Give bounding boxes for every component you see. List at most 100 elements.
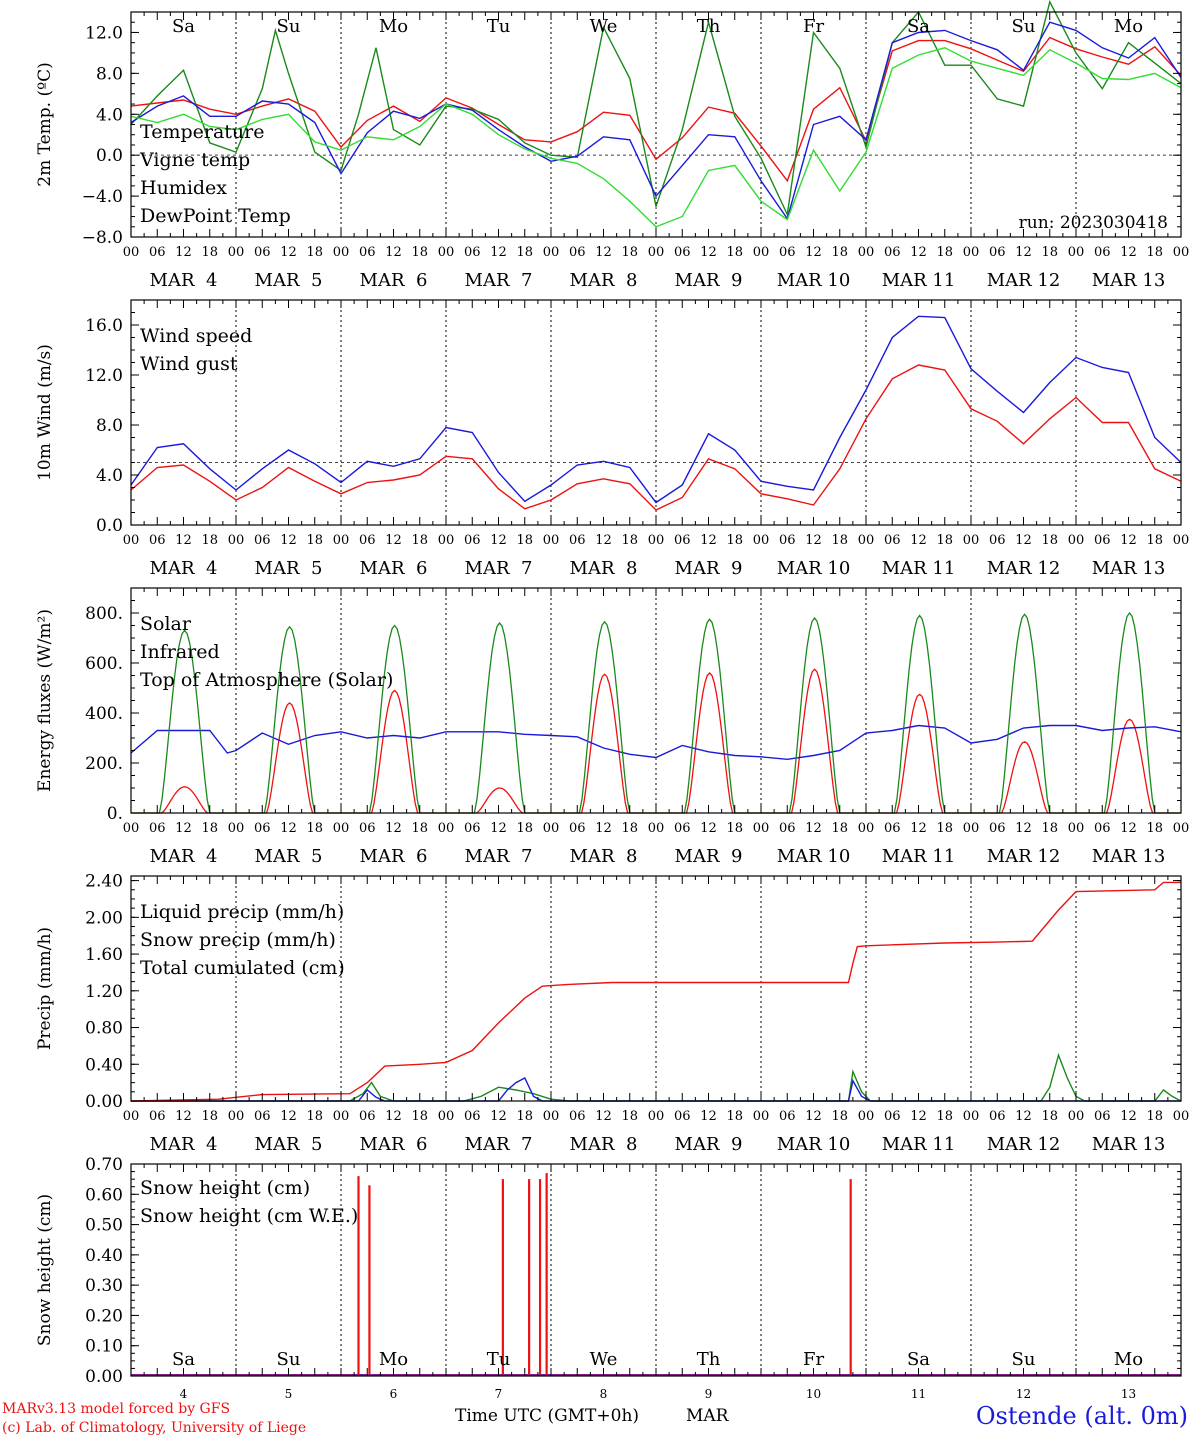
- hour-label: 06: [779, 245, 796, 260]
- date-label: MAR 6: [360, 270, 428, 291]
- hour-label: 18: [726, 533, 743, 548]
- y-axis-title: 10m Wind (m/s): [35, 344, 55, 481]
- weekday-label: Tu: [487, 1349, 511, 1370]
- y-tick-label: 0.40: [85, 1055, 123, 1075]
- hour-label: 12: [280, 1109, 297, 1124]
- hour-label: 06: [254, 245, 271, 260]
- series-vigne-temp: [130, 0, 1182, 217]
- y-tick-label: 200.: [85, 754, 123, 774]
- hour-label: 06: [359, 533, 376, 548]
- weekday-label: Sa: [172, 16, 195, 37]
- hour-label: 06: [359, 245, 376, 260]
- hour-label: 12: [490, 821, 507, 836]
- series-snow-precip-mm-h-: [131, 1077, 1181, 1102]
- date-label: MAR 5: [255, 558, 323, 579]
- hour-label: 06: [884, 821, 901, 836]
- hour-label: 18: [621, 245, 638, 260]
- hour-label: 06: [674, 821, 691, 836]
- legend-temperature: Temperature: [140, 121, 264, 143]
- date-label: MAR 13: [1092, 558, 1166, 579]
- hour-label: 18: [1041, 533, 1058, 548]
- hour-label: 18: [1146, 245, 1163, 260]
- legend-humidex: Humidex: [140, 177, 227, 199]
- y-axis-title: 2m Temp. (ºC): [35, 62, 55, 187]
- hour-label: 06: [569, 533, 586, 548]
- date-label: MAR 8: [570, 1134, 638, 1155]
- hour-label: 18: [936, 821, 953, 836]
- hour-label: 12: [175, 533, 192, 548]
- legend-vigne-temp: Vigne temp: [139, 149, 250, 171]
- legend-dewpoint-temp: DewPoint Temp: [140, 205, 291, 227]
- hour-label: 12: [910, 245, 927, 260]
- hour-label: 18: [621, 821, 638, 836]
- date-label: MAR 6: [360, 846, 428, 867]
- hour-label: 00: [123, 1109, 140, 1124]
- hour-label: 18: [411, 1109, 428, 1124]
- hour-label: 00: [1068, 245, 1085, 260]
- weekday-label: Mo: [379, 16, 408, 37]
- weekday-label: Su: [1012, 16, 1036, 37]
- series-wind-gust: [130, 315, 1182, 504]
- hour-label: 12: [1120, 533, 1137, 548]
- hour-label: 00: [438, 821, 455, 836]
- hour-label: 06: [464, 1109, 481, 1124]
- hour-label: 12: [1120, 1109, 1137, 1124]
- credit-line-2: (c) Lab. of Climatology, University of L…: [2, 1420, 307, 1436]
- y-tick-label: 0.10: [85, 1337, 123, 1357]
- panel-5: [130, 1163, 1182, 1377]
- hour-label: 18: [306, 245, 323, 260]
- hour-label: 00: [543, 821, 560, 836]
- day-number: 9: [705, 1387, 713, 1401]
- hour-label: 18: [411, 533, 428, 548]
- y-tick-label: −8.0: [82, 228, 123, 248]
- hour-label: 18: [726, 1109, 743, 1124]
- y-tick-label: 0.: [107, 804, 123, 824]
- date-label: MAR 8: [570, 846, 638, 867]
- date-label: MAR 11: [882, 270, 956, 291]
- hour-label: 00: [753, 245, 770, 260]
- hour-label: 00: [963, 1109, 980, 1124]
- date-label: MAR 13: [1092, 270, 1166, 291]
- y-tick-label: 0.20: [85, 1306, 123, 1326]
- hour-label: 06: [1094, 1109, 1111, 1124]
- hour-label: 12: [700, 821, 717, 836]
- date-label: MAR 12: [987, 1134, 1061, 1155]
- weekday-label: Su: [277, 1349, 301, 1370]
- hour-label: 06: [884, 245, 901, 260]
- hour-label: 18: [726, 821, 743, 836]
- hour-label: 18: [516, 821, 533, 836]
- hour-label: 18: [621, 533, 638, 548]
- date-label: MAR 7: [465, 558, 533, 579]
- hour-label: 06: [674, 1109, 691, 1124]
- legend-snow-precip-mm-h-: Snow precip (mm/h): [140, 929, 336, 951]
- x-axis-month: MAR: [686, 1406, 729, 1426]
- hour-label: 00: [543, 533, 560, 548]
- hour-label: 00: [963, 533, 980, 548]
- hour-label: 00: [858, 821, 875, 836]
- hour-label: 00: [858, 533, 875, 548]
- hour-label: 00: [333, 821, 350, 836]
- weekday-label: Mo: [1114, 1349, 1143, 1370]
- hour-label: 18: [201, 1109, 218, 1124]
- hour-label: 06: [989, 245, 1006, 260]
- hour-label: 06: [149, 1109, 166, 1124]
- hour-label: 00: [438, 1109, 455, 1124]
- hour-label: 00: [1173, 1109, 1190, 1124]
- weekday-label: We: [590, 1349, 618, 1370]
- y-tick-label: 8.0: [96, 64, 123, 84]
- hour-label: 06: [254, 1109, 271, 1124]
- date-label: MAR 13: [1092, 1134, 1166, 1155]
- y-tick-label: 0.00: [85, 1092, 123, 1112]
- hour-label: 06: [149, 821, 166, 836]
- legend-total-cumulated-cm-: Total cumulated (cm): [140, 957, 345, 979]
- hour-label: 12: [910, 821, 927, 836]
- date-label: MAR 9: [675, 846, 743, 867]
- y-tick-label: 12.0: [85, 23, 123, 43]
- legend-wind-speed: Wind speed: [140, 325, 252, 347]
- hour-label: 18: [1041, 1109, 1058, 1124]
- hour-label: 18: [831, 245, 848, 260]
- hour-label: 12: [595, 245, 612, 260]
- hour-label: 18: [411, 821, 428, 836]
- hour-label: 12: [280, 245, 297, 260]
- hour-label: 12: [700, 533, 717, 548]
